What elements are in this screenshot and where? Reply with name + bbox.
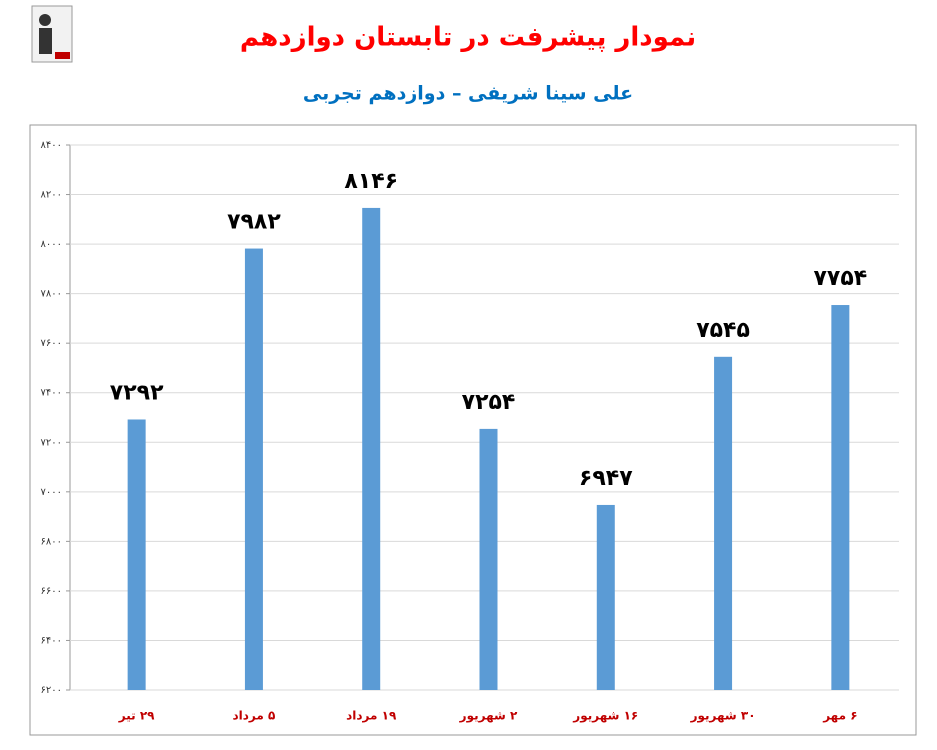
y-tick-label: ۸۰۰۰: [41, 239, 62, 250]
bar: [362, 207, 381, 690]
x-tick-label: ۶ مهر: [822, 709, 857, 723]
value-label: ۷۷۵۴: [813, 266, 867, 291]
value-label: ۷۵۴۵: [696, 318, 750, 343]
plot-frame: [29, 124, 917, 736]
x-tick-label: ۲۹ تیر: [118, 709, 155, 723]
bar: [831, 305, 850, 690]
bar: [596, 504, 615, 690]
value-label: ۸۱۴۶: [344, 169, 398, 194]
y-tick-label: ۶۲۰۰: [41, 685, 62, 696]
x-tick-label: ۱۶ شهریور: [572, 709, 638, 724]
x-tick-label: ۱۹ مرداد: [346, 709, 397, 723]
logo-figure-body: [39, 28, 52, 54]
bar: [479, 428, 498, 690]
y-tick-label: ۶۶۰۰: [41, 586, 62, 597]
bar: [244, 248, 263, 691]
y-tick-label: ۶۴۰۰: [41, 635, 62, 646]
y-tick-label: ۷۴۰۰: [41, 388, 62, 399]
logo-figure: [39, 14, 51, 26]
y-tick-label: ۶۸۰۰: [41, 536, 62, 547]
y-tick-label: ۷۰۰۰: [41, 487, 62, 498]
y-tick-label: ۷۶۰۰: [41, 338, 62, 349]
logo-badge: [55, 52, 70, 59]
x-tick-label: ۳۰ شهریور: [690, 709, 756, 724]
x-tick-label: ۲ شهریور: [459, 709, 518, 724]
value-label: ۷۲۵۴: [462, 390, 516, 415]
y-tick-label: ۷۸۰۰: [41, 289, 62, 300]
bar: [714, 356, 733, 690]
y-tick-label: ۸۲۰۰: [41, 190, 62, 201]
value-label: ۷۹۸۲: [227, 210, 281, 235]
chart-title: نمودار پیشرفت در تابستان دوازدهم: [240, 23, 696, 53]
y-tick-label: ۷۲۰۰: [41, 437, 62, 448]
value-label: ۶۹۴۷: [579, 466, 633, 491]
x-tick-label: ۵ مرداد: [233, 709, 276, 723]
chart-subtitle: علی سینا شریفی – دوازدهم تجربی: [303, 83, 633, 105]
y-tick-label: ۸۴۰۰: [41, 140, 62, 151]
bar: [127, 419, 146, 690]
value-label: ۷۲۹۲: [110, 380, 164, 405]
logo: [31, 5, 73, 63]
